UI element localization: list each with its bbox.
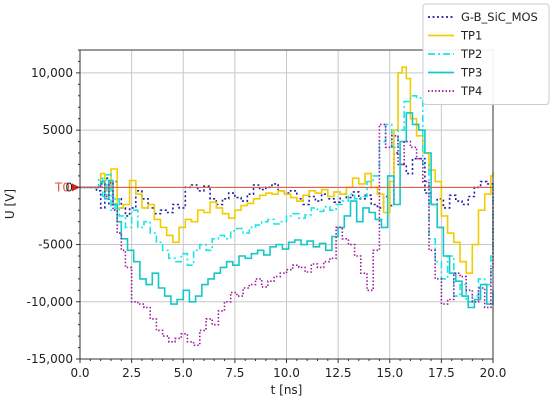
reference-line-group: T0 bbox=[54, 180, 493, 194]
y-tick-label: 0 bbox=[65, 180, 73, 194]
y-tick-label: -5000 bbox=[38, 238, 73, 252]
y-axis-label: U [V] bbox=[3, 189, 17, 219]
x-tick-label: 0.0 bbox=[70, 366, 89, 380]
legend-entry: TP4 bbox=[460, 84, 482, 98]
x-tick-label: 7.5 bbox=[225, 366, 244, 380]
y-tick-label: 10,000 bbox=[31, 66, 73, 80]
x-tick-label: 12.5 bbox=[325, 366, 352, 380]
reference-label: T0 bbox=[54, 180, 70, 194]
y-tick-label: -10,000 bbox=[27, 295, 73, 309]
series-line-tp3 bbox=[80, 112, 494, 309]
legend-entry: TP3 bbox=[460, 66, 482, 80]
x-tick-label: 10.0 bbox=[273, 366, 300, 380]
y-axis: -15,000 -10,000 -5000 0 5000 10,000 bbox=[27, 49, 80, 366]
x-tick-label: 5.0 bbox=[174, 366, 193, 380]
legend-box bbox=[422, 3, 550, 105]
legend-entry: TP2 bbox=[460, 47, 482, 61]
legend: G-B_SiC_MOS TP1 TP2 TP3 TP4 bbox=[422, 3, 550, 105]
legend-entry: G-B_SiC_MOS bbox=[461, 10, 538, 24]
y-tick-label: -15,000 bbox=[27, 352, 73, 366]
x-tick-label: 17.5 bbox=[428, 366, 455, 380]
y-tick-label: 5000 bbox=[42, 123, 73, 137]
legend-entry: TP1 bbox=[460, 29, 482, 43]
x-tick-label: 2.5 bbox=[122, 366, 141, 380]
series-group bbox=[80, 66, 494, 347]
series-line-tp4 bbox=[80, 123, 494, 347]
x-axis-label: t [ns] bbox=[271, 383, 303, 397]
x-tick-label: 20.0 bbox=[480, 366, 507, 380]
x-tick-label: 15.0 bbox=[376, 366, 403, 380]
x-axis: 0.0 2.5 5.0 7.5 10.0 12.5 15.0 17.5 20.0 bbox=[70, 359, 506, 380]
